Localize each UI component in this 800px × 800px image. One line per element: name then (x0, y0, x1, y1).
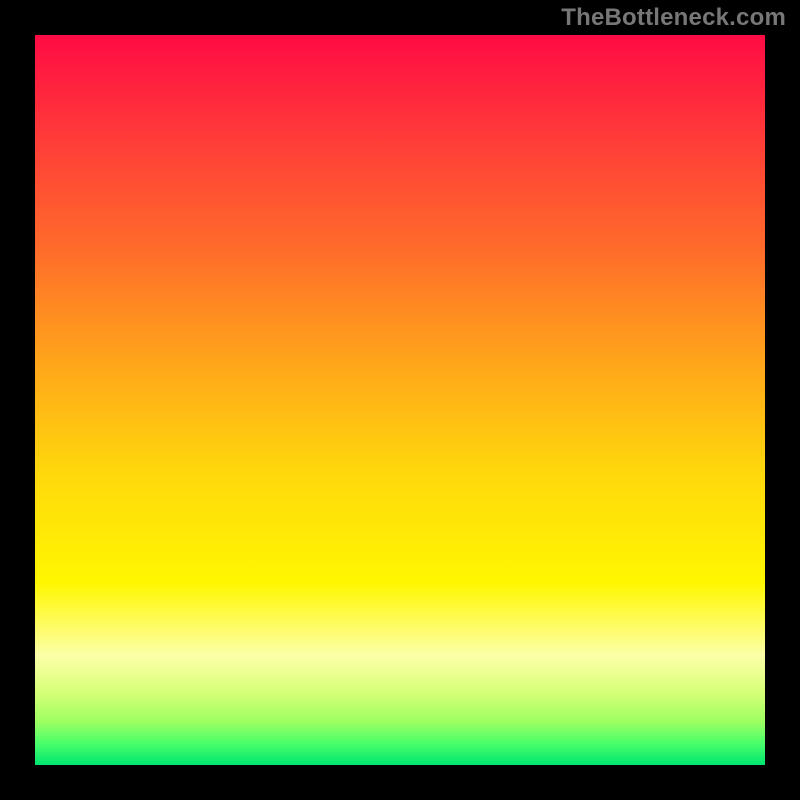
watermark-text: TheBottleneck.com (561, 4, 786, 32)
plot-area (35, 35, 765, 765)
plot-background-gradient (35, 35, 765, 765)
chart-stage: TheBottleneck.com (0, 0, 800, 800)
